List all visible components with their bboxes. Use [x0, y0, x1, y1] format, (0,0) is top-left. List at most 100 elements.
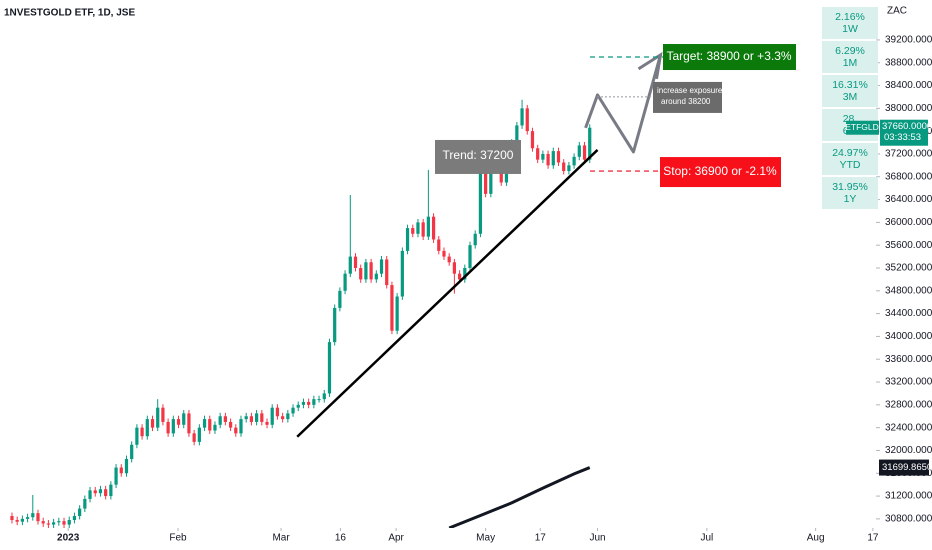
trend-box: [435, 139, 521, 174]
y-tick-label: 32800.0000: [885, 399, 932, 410]
candle-body: [239, 419, 243, 434]
candle-body: [348, 256, 352, 274]
candle-body: [395, 296, 399, 331]
candle-body: [426, 216, 430, 237]
candle-body: [130, 444, 134, 460]
x-tick-label: 2023: [57, 533, 80, 544]
candle-body: [536, 148, 540, 160]
y-tick-label: 33200.0000: [885, 377, 932, 388]
last-price-box: [880, 119, 928, 146]
candle-body: [577, 145, 581, 157]
countdown-label: 03:33:53: [884, 132, 921, 143]
perf-value: 2.16%: [835, 11, 865, 23]
y-tick-label: 36400.0000: [885, 194, 932, 205]
candle-body: [192, 433, 196, 442]
candle-body: [421, 222, 425, 237]
projection-arrow: [637, 51, 663, 80]
candle-body: [20, 518, 24, 522]
last-price-label: 37660.0000: [882, 121, 932, 132]
y-tick-label: 30800.0000: [885, 514, 932, 525]
candle-body: [431, 216, 436, 240]
y-tick-label: 38000.0000: [885, 103, 932, 114]
candle-body: [161, 407, 165, 422]
y-tick-label: 32400.0000: [885, 422, 932, 433]
candle-body: [67, 520, 71, 525]
x-tick-label: May: [476, 533, 495, 544]
candle-body: [119, 467, 123, 474]
candle-body: [457, 273, 462, 280]
y-tick-label: 35600.0000: [885, 240, 932, 251]
candle-body: [176, 419, 181, 425]
candle-body: [463, 267, 467, 280]
candle-body: [343, 273, 347, 291]
y-tick-label: 36800.0000: [885, 171, 932, 182]
candle-body: [140, 427, 144, 437]
candle-body: [530, 131, 535, 149]
projection-path: [584, 54, 662, 154]
exposure-label: increase exposure: [657, 86, 723, 95]
candle-body: [411, 228, 415, 234]
y-tick-label: 34800.0000: [885, 285, 932, 296]
candle-body: [546, 153, 550, 166]
ma-price-label: 31699.8650: [882, 462, 932, 473]
candle-body: [416, 222, 420, 234]
perf-period: 3M: [843, 91, 858, 103]
candle-body: [556, 151, 561, 163]
ma-price-box: [879, 459, 929, 476]
candle-body: [156, 407, 160, 428]
y-tick-label: 38800.0000: [885, 57, 932, 68]
candle-body: [83, 498, 87, 509]
y-tick-label: 32000.0000: [885, 445, 932, 456]
y-tick-label: 34000.0000: [885, 331, 932, 342]
candle-body: [338, 290, 342, 308]
candle-body: [234, 427, 238, 434]
candle-body: [291, 407, 295, 414]
perf-cell: [822, 7, 878, 39]
candle-body: [15, 520, 19, 522]
stop-box: [660, 157, 781, 188]
plot-area: [10, 51, 663, 528]
candle-body: [478, 171, 483, 234]
candle-body: [78, 508, 82, 517]
candle-body: [374, 273, 378, 280]
candle-body: [437, 239, 441, 251]
x-tick-label: Apr: [388, 533, 404, 544]
candle-body: [572, 156, 576, 166]
candle-body: [223, 416, 227, 422]
candle-body: [202, 419, 207, 428]
perf-cell: [822, 75, 878, 107]
candle-body: [353, 256, 358, 268]
x-tick-label: Feb: [169, 533, 187, 544]
exposure-label: around 38200: [661, 97, 711, 106]
candle-body: [359, 267, 363, 280]
candle-body: [62, 521, 66, 525]
candle-body: [296, 404, 300, 408]
candle-body: [369, 262, 373, 280]
y-tick-label: 38400.0000: [885, 80, 932, 91]
candle-body: [489, 165, 493, 194]
x-tick-label: 16: [335, 533, 347, 544]
candle-body: [213, 424, 217, 431]
y-tick-label: 33600.0000: [885, 354, 932, 365]
perf-cell: [822, 177, 878, 209]
candle-body: [10, 516, 14, 521]
exposure-box: [653, 81, 722, 113]
candle-body: [317, 399, 321, 401]
candle-body: [145, 419, 149, 437]
perf-period: 1Y: [844, 193, 857, 205]
x-tick-label: Jun: [589, 533, 605, 544]
candle-body: [447, 256, 451, 263]
candle-body: [31, 513, 35, 518]
candle-body: [197, 427, 201, 442]
candle-body: [484, 171, 488, 194]
candle-body: [520, 108, 524, 126]
candle-body: [166, 421, 170, 434]
trend-line: [296, 149, 599, 438]
candle-body: [281, 416, 285, 420]
candle-body: [93, 490, 97, 494]
symbol-label: ETFGLD: [845, 122, 879, 132]
candle-body: [405, 228, 410, 251]
chart-title: 1NVESTGOLD ETF, 1D, JSE: [4, 8, 135, 19]
currency-label: ZAC: [887, 6, 907, 17]
symbol-box: [846, 120, 879, 135]
